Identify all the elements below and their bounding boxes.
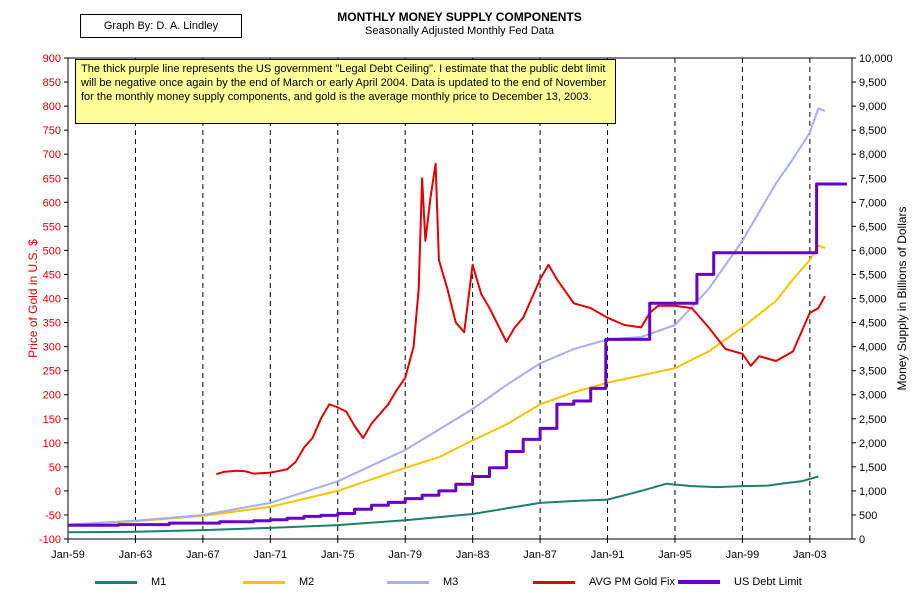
tick-label-left: -50: [45, 510, 61, 522]
legend-item-debt: US Debt Limit: [678, 576, 802, 588]
legend-swatch-m2: [243, 580, 285, 584]
tick-label-x: Jan-03: [793, 549, 827, 561]
series-debt-limit: [68, 182, 847, 527]
tick-label-left: 450: [43, 269, 61, 281]
annotation-note: The thick purple line represents the US …: [75, 59, 616, 124]
chart-title: MONTHLY MONEY SUPPLY COMPONENTS: [337, 10, 582, 24]
tick-label-right: 8,500: [859, 125, 887, 137]
credit-box: Graph By: D. A. Lindley: [80, 14, 242, 38]
tick-label-x: Jan-75: [321, 549, 355, 561]
tick-label-left: 550: [43, 221, 61, 233]
tick-label-left: 150: [43, 414, 61, 426]
tick-label-right: 7,000: [859, 197, 887, 209]
y-axis-title-right: Money Supply in Billions of Dollars: [895, 206, 909, 390]
tick-label-x: Jan-67: [186, 549, 220, 561]
legend-label-m1: M1: [151, 576, 167, 588]
legend-label-debt: US Debt Limit: [734, 576, 802, 588]
tick-label-right: 8,000: [859, 149, 887, 161]
plot-frame: [67, 57, 853, 540]
chart-subtitle: Seasonally Adjusted Monthly Fed Data: [365, 25, 554, 37]
tick-label-left: 800: [43, 101, 61, 113]
tick-label-left: 0: [55, 486, 61, 498]
legend-item-gold: AVG PM Gold Fix: [533, 576, 675, 588]
tick-label-x: Jan-87: [523, 549, 557, 561]
legend-label-m2: M2: [299, 576, 315, 588]
series-m2: [67, 244, 826, 526]
tick-label-x: Jan-91: [591, 549, 625, 561]
tick-label-left: 700: [43, 149, 61, 161]
y-axis-title-left: Price of Gold in U.S. $: [26, 239, 40, 358]
tick-label-x: Jan-59: [51, 549, 85, 561]
tick-label-x: Jan-95: [658, 549, 692, 561]
tick-label-right: 3,000: [859, 390, 887, 402]
tick-label-x: Jan-79: [388, 549, 422, 561]
tick-label-x: Jan-83: [456, 549, 490, 561]
tick-label-left: 600: [43, 197, 61, 209]
tick-label-right: 0: [859, 534, 865, 546]
legend-label-gold: AVG PM Gold Fix: [589, 576, 675, 588]
tick-label-right: 7,500: [859, 173, 887, 185]
tick-label-left: -100: [39, 534, 61, 546]
tick-label-left: 400: [43, 294, 61, 306]
tick-label-right: 500: [859, 510, 877, 522]
tick-label-right: 5,000: [859, 294, 887, 306]
tick-label-right: 5,500: [859, 269, 887, 281]
tick-label-left: 50: [49, 462, 61, 474]
legend-item-m2: M2: [243, 576, 314, 588]
tick-label-left: 250: [43, 366, 61, 378]
tick-label-right: 3,500: [859, 366, 887, 378]
tick-label-left: 350: [43, 318, 61, 330]
series-m1: [67, 475, 819, 534]
tick-label-right: 1,000: [859, 486, 887, 498]
tick-label-right: 9,000: [859, 101, 887, 113]
series-m3: [67, 107, 826, 526]
tick-label-right: 6,500: [859, 221, 887, 233]
legend-label-m3: M3: [443, 576, 459, 588]
tick-label-x: Jan-99: [726, 549, 760, 561]
tick-label-right: 4,000: [859, 342, 887, 354]
tick-label-right: 1,500: [859, 462, 887, 474]
tick-label-left: 750: [43, 125, 61, 137]
legend-item-m3: M3: [387, 576, 458, 588]
legend-swatch-debt: [678, 580, 720, 584]
tick-label-left: 200: [43, 390, 61, 402]
legend: M1 M2 M3 AVG PM Gold Fix US Debt Limit: [0, 576, 919, 600]
tick-label-right: 6,000: [859, 245, 887, 257]
tick-label-right: 2,500: [859, 414, 887, 426]
tick-label-left: 500: [43, 245, 61, 257]
tick-label-right: 9,500: [859, 77, 887, 89]
tick-label-left: 300: [43, 342, 61, 354]
tick-label-left: 850: [43, 77, 61, 89]
legend-swatch-m3: [387, 580, 429, 584]
series-gold: [216, 162, 826, 476]
legend-swatch-m1: [95, 580, 137, 584]
tick-label-right: 2,000: [859, 438, 887, 450]
tick-label-right: 10,000: [859, 53, 893, 65]
tick-label-left: 100: [43, 438, 61, 450]
tick-label-left: 650: [43, 173, 61, 185]
tick-label-right: 4,500: [859, 318, 887, 330]
legend-item-m1: M1: [95, 576, 166, 588]
tick-label-x: Jan-71: [254, 549, 288, 561]
tick-label-left: 900: [43, 53, 61, 65]
legend-swatch-gold: [533, 580, 575, 584]
tick-label-x: Jan-63: [119, 549, 153, 561]
